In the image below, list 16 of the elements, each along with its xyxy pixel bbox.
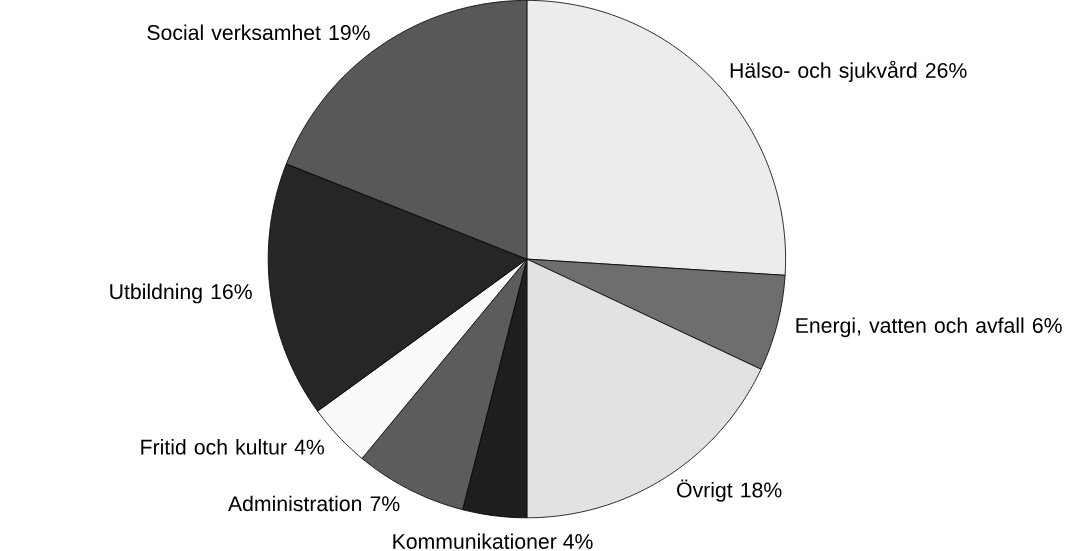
data-label: 7% bbox=[370, 496, 400, 512]
data-label: 16% bbox=[211, 284, 252, 300]
slice-label: Energi, vatten och avfall bbox=[796, 317, 1024, 338]
slice-label: Övrigt bbox=[677, 479, 733, 502]
data-label: 4% bbox=[563, 534, 593, 549]
data-label: 4% bbox=[294, 439, 325, 455]
data-label: 18% bbox=[741, 482, 782, 498]
slice-label: Hälso- och sjukvård bbox=[730, 60, 917, 83]
data-label: 6% bbox=[1032, 317, 1062, 333]
slice-label: Fritid och kultur bbox=[141, 439, 287, 455]
data-label: 26% bbox=[925, 62, 967, 78]
slice-label: Kommunikationer bbox=[393, 533, 557, 549]
slice-label: Utbildning bbox=[110, 283, 202, 304]
slice-label: Social verksamhet bbox=[147, 24, 321, 41]
slice-label: Administration bbox=[228, 495, 362, 512]
data-label: 19% bbox=[329, 25, 370, 41]
